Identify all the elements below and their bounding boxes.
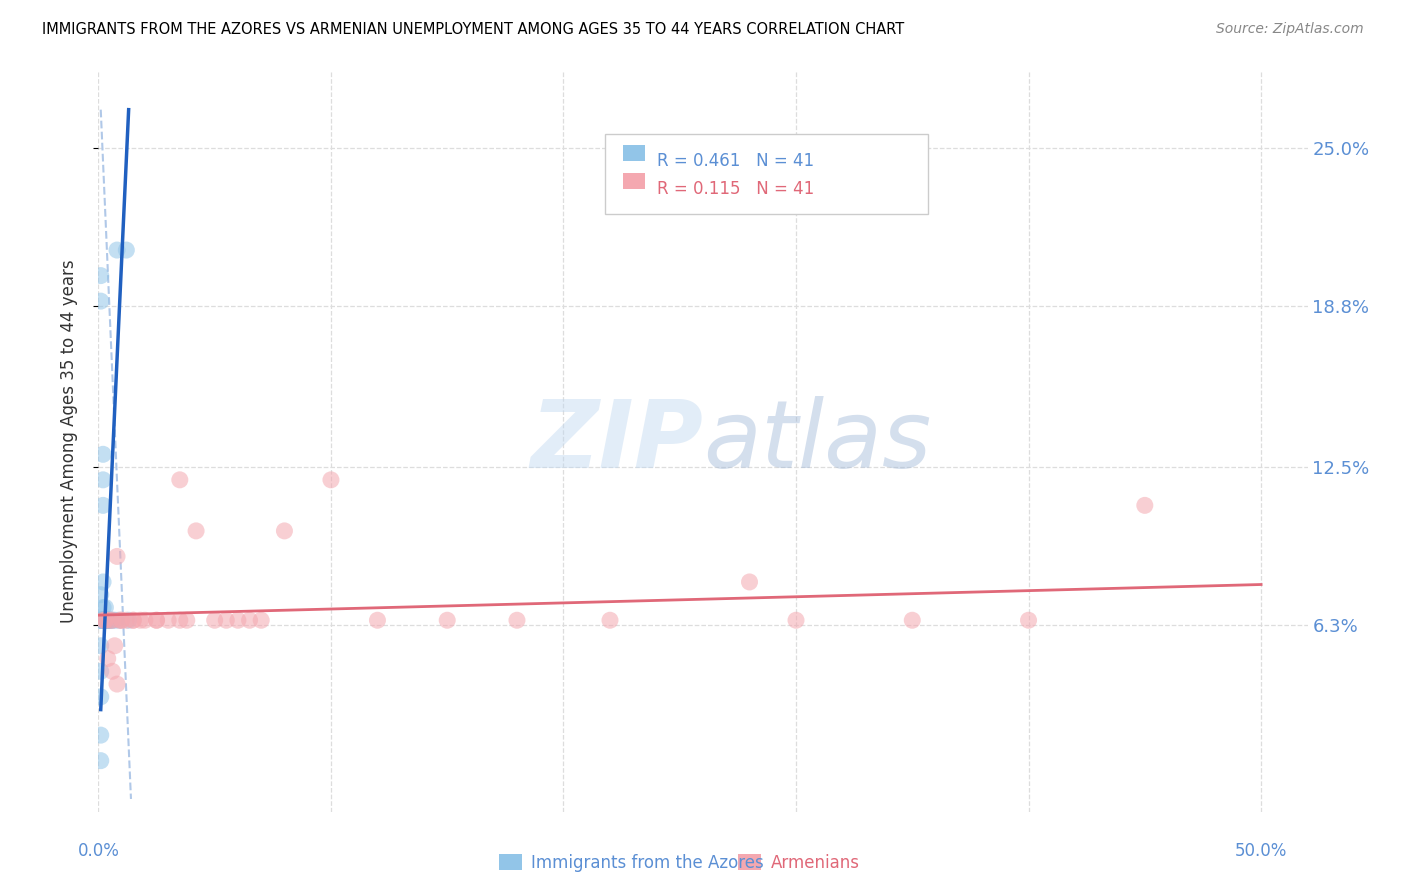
Point (90, 639, 112, 653)
Point (91, 600, 114, 615)
Y-axis label: Unemployment Among Ages 35 to 44 years: Unemployment Among Ages 35 to 44 years (59, 260, 77, 624)
Point (90, 613, 112, 627)
Point (104, 639, 127, 653)
Point (91, 613, 114, 627)
Text: 0.0%: 0.0% (77, 842, 120, 861)
Point (436, 613, 458, 627)
Point (94, 613, 117, 627)
Point (108, 613, 131, 627)
Point (94, 613, 117, 627)
Point (319, 473, 342, 487)
Point (122, 613, 145, 627)
Point (90, 690, 112, 704)
Point (94, 613, 117, 627)
Point (785, 613, 807, 627)
Point (122, 613, 145, 627)
Point (101, 665, 124, 679)
Point (134, 613, 156, 627)
Point (1018, 613, 1040, 627)
Point (94, 613, 117, 627)
Point (97, 613, 120, 627)
Point (90, 294, 112, 309)
Text: 50.0%: 50.0% (1234, 842, 1288, 861)
Point (215, 613, 238, 627)
Point (901, 613, 924, 627)
Point (90, 613, 112, 627)
Text: Source: ZipAtlas.com: Source: ZipAtlas.com (1216, 22, 1364, 37)
Point (94, 613, 117, 627)
Text: ZIP: ZIP (530, 395, 703, 488)
Point (90, 665, 112, 679)
Point (366, 613, 388, 627)
Point (176, 613, 198, 627)
Point (91, 499, 114, 513)
Point (90, 268, 112, 283)
Point (90, 613, 112, 627)
Point (204, 613, 226, 627)
Point (90, 754, 112, 768)
Point (169, 473, 191, 487)
Text: R = 0.461   N = 41: R = 0.461 N = 41 (657, 152, 814, 169)
Point (91, 613, 114, 627)
Point (239, 613, 262, 627)
Point (108, 613, 131, 627)
Point (169, 613, 191, 627)
Point (273, 524, 295, 538)
Point (91, 613, 114, 627)
Point (91, 613, 114, 627)
Point (104, 613, 127, 627)
Text: Immigrants from the Azores: Immigrants from the Azores (531, 854, 765, 871)
Point (94, 613, 117, 627)
Point (105, 243, 128, 257)
Point (226, 613, 249, 627)
Point (97, 613, 120, 627)
Point (115, 243, 138, 257)
Point (738, 574, 761, 589)
Point (129, 613, 152, 627)
Point (94, 600, 117, 615)
Point (599, 613, 621, 627)
Point (98, 613, 121, 627)
Point (97, 613, 120, 627)
Point (105, 549, 128, 564)
Point (97, 613, 120, 627)
Text: atlas: atlas (703, 396, 931, 487)
Point (184, 524, 207, 538)
Point (91, 473, 114, 487)
Point (94, 613, 117, 627)
Point (145, 613, 167, 627)
Point (91, 613, 114, 627)
Point (91, 574, 114, 589)
Text: IMMIGRANTS FROM THE AZORES VS ARMENIAN UNEMPLOYMENT AMONG AGES 35 TO 44 YEARS CO: IMMIGRANTS FROM THE AZORES VS ARMENIAN U… (42, 22, 904, 37)
Point (145, 613, 167, 627)
Point (91, 447, 114, 461)
Point (91, 613, 114, 627)
Point (111, 613, 134, 627)
Point (101, 613, 124, 627)
Point (157, 613, 180, 627)
Point (115, 613, 138, 627)
Point (105, 677, 128, 691)
Point (98, 613, 121, 627)
Point (1133, 499, 1156, 513)
Point (506, 613, 529, 627)
Point (97, 651, 120, 665)
Point (90, 728, 112, 742)
Point (98, 613, 121, 627)
Text: Armenians: Armenians (770, 854, 859, 871)
Point (101, 613, 124, 627)
Point (250, 613, 273, 627)
Point (118, 613, 141, 627)
Point (111, 613, 134, 627)
Point (90, 613, 112, 627)
Point (90, 588, 112, 602)
Text: R = 0.115   N = 41: R = 0.115 N = 41 (657, 180, 814, 198)
Point (91, 613, 114, 627)
